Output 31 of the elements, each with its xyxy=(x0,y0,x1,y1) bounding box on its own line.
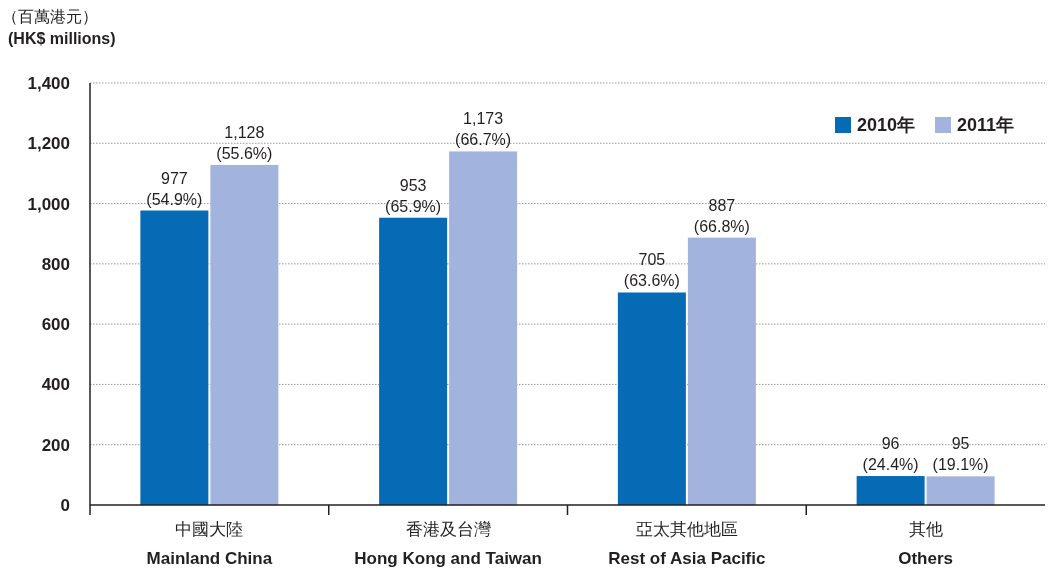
data-label: 1,128 (55.6%) xyxy=(216,123,273,162)
y-tick-label: 400 xyxy=(41,375,70,395)
x-tick-label: 其他 Others xyxy=(898,520,954,568)
data-label: 1,173 (66.7%) xyxy=(455,110,512,149)
bar xyxy=(856,476,925,505)
y-tick-label: 0 xyxy=(60,495,70,515)
x-tick-label: 香港及台灣 Hong Kong and Taiwan xyxy=(354,520,542,568)
data-label: 887 (66.8%) xyxy=(693,196,750,235)
data-label: 95 (19.1%) xyxy=(932,435,989,474)
y-tick-label: 600 xyxy=(41,315,70,335)
data-label: 977 (54.9%) xyxy=(146,169,203,208)
bar xyxy=(210,164,279,505)
legend-label: 2010年 xyxy=(857,115,916,135)
bar xyxy=(926,476,995,505)
y-tick-label: 1,200 xyxy=(27,134,70,154)
bar xyxy=(617,292,686,505)
legend-label: 2011年 xyxy=(957,115,1015,135)
x-tick-label: 中國大陸 Mainland China xyxy=(146,520,273,568)
y-tick-label: 800 xyxy=(41,254,70,274)
data-label: 96 (24.4%) xyxy=(862,435,919,474)
y-tick-label: 1,400 xyxy=(27,73,70,93)
bar xyxy=(687,237,756,505)
bar xyxy=(379,217,448,505)
data-label: 705 (63.6%) xyxy=(623,251,680,290)
bar xyxy=(449,151,518,505)
y-tick-label: 1,000 xyxy=(27,194,70,214)
data-label: 953 (65.9%) xyxy=(385,176,442,215)
y-tick-label: 200 xyxy=(41,435,70,455)
bar xyxy=(140,210,209,505)
x-tick-label: 亞太其他地區 Rest of Asia Pacific xyxy=(608,520,766,568)
y-axis-title: （百萬港元） (HK$ millions) xyxy=(2,8,116,47)
